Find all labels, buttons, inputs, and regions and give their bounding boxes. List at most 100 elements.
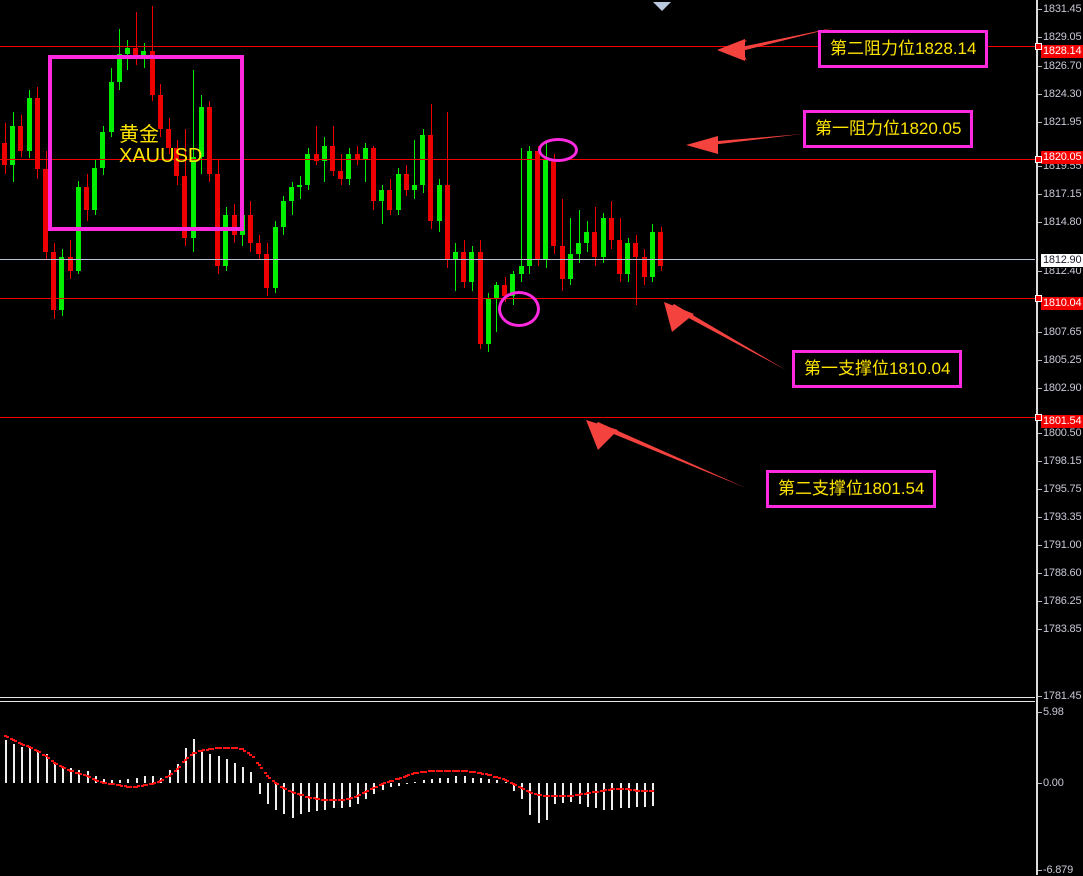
macd-signal-point [288,790,291,792]
axis-tick-mark [1038,222,1042,223]
macd-signal-point [28,746,31,748]
macd-signal-point [309,797,312,799]
annotation-support-1[interactable]: 第一支撑位1810.04 [792,350,963,388]
axis-tick-mark [1038,9,1042,10]
price-axis-tick-1786-25: 1786.25 [1043,595,1082,607]
price-axis-tick-1793-35: 1793.35 [1043,511,1082,523]
price-axis-tick--6-879: -6.879 [1043,864,1073,876]
resistance-2-arrow [717,28,833,61]
macd-signal-point [481,773,484,775]
macd-signal-point [323,799,326,801]
candle-body [609,218,614,241]
chart-scroll-marker-icon[interactable] [653,2,671,11]
macd-indicator-panel[interactable] [0,703,1035,875]
price-axis-tick-1788-60: 1788.60 [1043,567,1082,579]
macd-signal-point [493,776,496,778]
candle-body [281,201,286,227]
level-line-1820.05[interactable] [0,159,1035,160]
candle-body [174,148,179,177]
macd-histogram-bar [316,782,318,812]
resistance-touch-ellipse[interactable] [538,138,578,162]
annotation-resistance-2[interactable]: 第二阻力位1828.14 [818,30,989,68]
macd-signal-point [649,790,652,792]
resistance-1-arrow [686,134,802,154]
macd-signal-point [268,777,271,779]
macd-signal-point [10,738,13,740]
support-touch-ellipse[interactable] [498,291,540,327]
macd-signal-point [440,770,443,772]
panel-divider-bottom [0,701,1035,702]
macd-histogram-bar [193,738,195,783]
axis-tick-mark [1038,194,1042,195]
macd-signal-point [22,744,25,746]
candle-wick [455,243,456,291]
candle-body [100,131,105,168]
axis-tick-mark [1038,545,1042,546]
macd-signal-point [170,773,173,775]
price-axis-tick-1819-55: 1819.55 [1043,160,1082,172]
macd-signal-point [208,748,211,750]
macd-histogram-bar [644,782,646,808]
macd-signal-point [389,780,392,782]
candle-body [478,251,483,344]
candle-body [289,187,294,202]
candle-wick [496,282,497,333]
price-chart-panel[interactable]: 黄金 XAUUSD 第二阻力位1828.14 第一阻力位1820.05 [0,0,1035,697]
macd-signal-point [174,770,177,772]
axis-tick-mark [1038,712,1042,713]
consolidation-box-annotation[interactable] [48,55,244,231]
axis-tick-mark [1038,696,1042,697]
price-axis-tick-1821-95: 1821.95 [1043,116,1082,128]
macd-signal-point [561,795,564,797]
macd-signal-point [118,784,121,786]
candle-body [338,170,343,180]
macd-signal-point [477,772,480,774]
macd-signal-point [633,789,636,791]
price-axis-tick-1802-90: 1802.90 [1043,382,1082,394]
candle-wick [521,148,522,283]
annotation-support-2[interactable]: 第二支撑位1801.54 [766,470,937,508]
axis-tick-mark [1038,461,1042,462]
macd-histogram-bar [177,764,179,783]
macd-histogram-bar [382,782,384,790]
macd-signal-point [247,752,250,754]
annotation-resistance-1[interactable]: 第一阻力位1820.05 [803,110,974,148]
macd-histogram-bar [472,777,474,783]
macd-histogram-bar [513,782,515,791]
macd-signal-point [63,767,66,769]
candle-body [510,273,515,297]
candle-body [650,232,655,277]
macd-histogram-bar [554,782,556,805]
candle-body [199,106,204,157]
candle-body [527,151,532,266]
macd-signal-point [284,788,287,790]
macd-signal-point [635,790,638,792]
candle-body [68,257,73,272]
candle-body [51,251,56,311]
macd-signal-point [12,739,15,741]
macd-signal-point [362,792,365,794]
macd-signal-point [416,772,419,774]
candle-body [248,215,253,244]
candle-body [551,159,556,247]
macd-signal-point [543,795,546,797]
level-line-1812.9[interactable] [0,259,1035,260]
macd-signal-point [485,773,488,775]
price-axis[interactable]: 1831.45 1829.05 1828.14 1826.70 1824.30 1821.… [1035,0,1083,876]
level-line-1801.54[interactable] [0,417,1035,418]
macd-signal-point [264,772,267,774]
macd-signal-point [149,783,152,785]
price-axis-tick-1800-50: 1800.50 [1043,427,1082,439]
macd-histogram-bar [398,782,400,786]
macd-signal-point [383,782,386,784]
macd-signal-point [274,782,277,784]
candle-body [494,285,499,299]
macd-histogram-bar [496,780,498,783]
level-line-1828.14[interactable] [0,46,1035,47]
macd-signal-point [133,786,136,788]
macd-signal-point [596,791,599,793]
macd-signal-point [30,747,33,749]
candle-body [387,190,392,210]
macd-signal-point [38,751,41,753]
macd-histogram-bar [103,778,105,783]
